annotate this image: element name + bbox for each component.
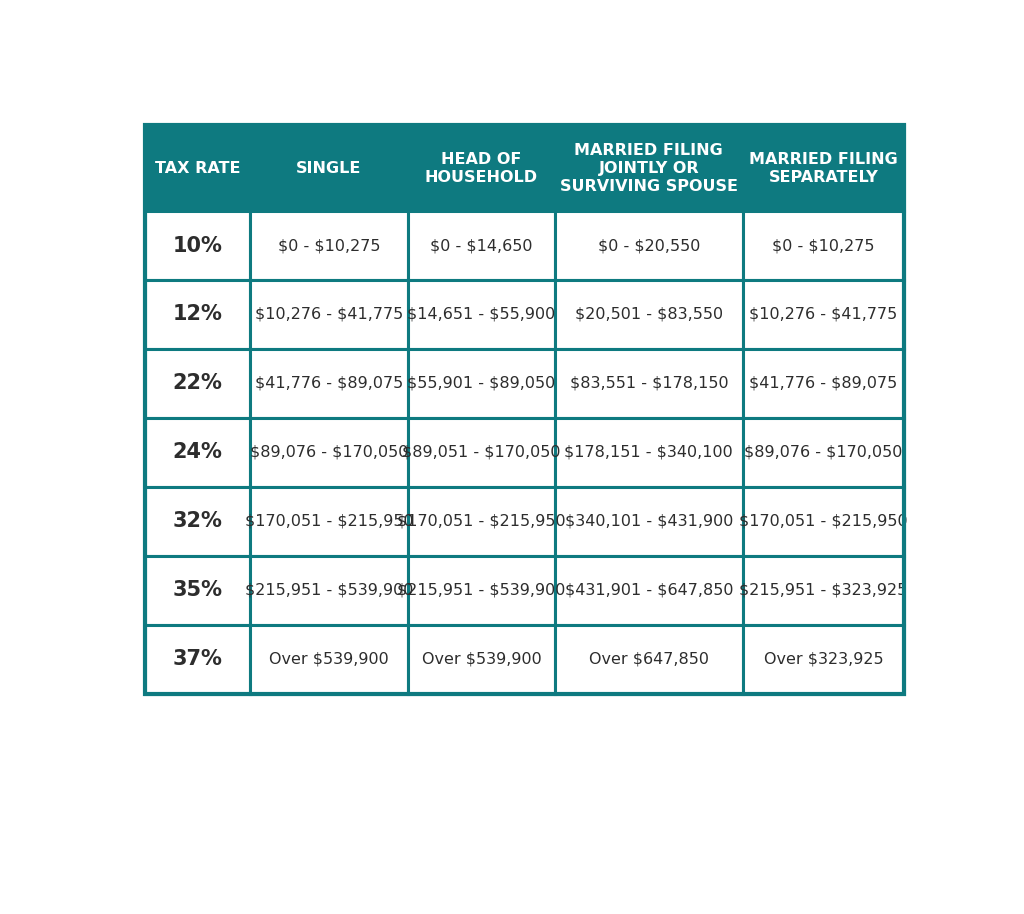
Text: \$10,276 - \$41,775: \$10,276 - \$41,775 bbox=[255, 307, 403, 322]
Text: \$14,651 - \$55,900: \$14,651 - \$55,900 bbox=[408, 307, 556, 322]
Text: \$170,051 - \$215,950: \$170,051 - \$215,950 bbox=[245, 514, 414, 529]
Bar bbox=[555, 125, 742, 211]
Bar bbox=[145, 349, 250, 418]
Text: 12%: 12% bbox=[173, 304, 223, 324]
Text: \$20,501 - \$83,550: \$20,501 - \$83,550 bbox=[574, 307, 723, 322]
Bar bbox=[742, 280, 904, 349]
Bar bbox=[408, 211, 555, 280]
Bar bbox=[145, 625, 250, 694]
Bar bbox=[555, 625, 742, 694]
Text: 35%: 35% bbox=[173, 580, 223, 600]
Text: \$170,051 - \$215,950: \$170,051 - \$215,950 bbox=[397, 514, 566, 529]
Bar bbox=[555, 280, 742, 349]
Bar bbox=[742, 211, 904, 280]
Bar bbox=[145, 556, 250, 625]
Bar bbox=[742, 125, 904, 211]
Bar bbox=[742, 418, 904, 487]
Text: 10%: 10% bbox=[173, 236, 223, 256]
Text: \$215,951 - \$539,900: \$215,951 - \$539,900 bbox=[397, 583, 565, 598]
Text: SINGLE: SINGLE bbox=[296, 161, 361, 175]
Bar bbox=[408, 487, 555, 556]
Bar bbox=[145, 487, 250, 556]
Text: \$0 - \$20,550: \$0 - \$20,550 bbox=[598, 238, 700, 253]
Bar bbox=[408, 625, 555, 694]
Bar bbox=[145, 125, 250, 211]
Bar bbox=[408, 280, 555, 349]
Bar bbox=[145, 211, 250, 280]
Bar bbox=[742, 349, 904, 418]
Text: MARRIED FILING
SEPARATELY: MARRIED FILING SEPARATELY bbox=[749, 152, 898, 185]
Text: \$431,901 - \$647,850: \$431,901 - \$647,850 bbox=[564, 583, 733, 598]
Bar bbox=[408, 556, 555, 625]
Text: 22%: 22% bbox=[173, 374, 223, 393]
Bar bbox=[408, 125, 555, 211]
Text: Over \$647,850: Over \$647,850 bbox=[589, 652, 709, 667]
Bar bbox=[250, 211, 408, 280]
Bar bbox=[250, 280, 408, 349]
Bar bbox=[555, 487, 742, 556]
Text: MARRIED FILING
JOINTLY OR
SURVIVING SPOUSE: MARRIED FILING JOINTLY OR SURVIVING SPOU… bbox=[560, 143, 738, 194]
Text: \$10,276 - \$41,775: \$10,276 - \$41,775 bbox=[750, 307, 897, 322]
Bar bbox=[250, 349, 408, 418]
Text: \$170,051 - \$215,950: \$170,051 - \$215,950 bbox=[739, 514, 907, 529]
Bar bbox=[250, 556, 408, 625]
Text: \$89,051 - \$170,050: \$89,051 - \$170,050 bbox=[402, 445, 561, 460]
Text: HEAD OF
HOUSEHOLD: HEAD OF HOUSEHOLD bbox=[425, 152, 539, 185]
Bar bbox=[408, 349, 555, 418]
Bar bbox=[555, 211, 742, 280]
Text: 37%: 37% bbox=[173, 649, 223, 669]
Text: Over \$539,900: Over \$539,900 bbox=[269, 652, 389, 667]
Bar bbox=[145, 418, 250, 487]
Text: 24%: 24% bbox=[173, 442, 223, 462]
Text: \$0 - \$10,275: \$0 - \$10,275 bbox=[772, 238, 874, 253]
Bar bbox=[250, 487, 408, 556]
Text: \$0 - \$14,650: \$0 - \$14,650 bbox=[430, 238, 532, 253]
Text: 32%: 32% bbox=[173, 512, 223, 531]
Text: Over \$539,900: Over \$539,900 bbox=[422, 652, 542, 667]
Bar bbox=[555, 418, 742, 487]
Text: \$83,551 - \$178,150: \$83,551 - \$178,150 bbox=[569, 376, 728, 391]
Text: \$89,076 - \$170,050: \$89,076 - \$170,050 bbox=[744, 445, 902, 460]
Bar bbox=[742, 625, 904, 694]
Bar bbox=[555, 556, 742, 625]
Bar bbox=[250, 418, 408, 487]
Bar bbox=[145, 280, 250, 349]
Bar bbox=[145, 125, 904, 694]
Text: TAX RATE: TAX RATE bbox=[155, 161, 241, 175]
Text: \$215,951 - \$539,900: \$215,951 - \$539,900 bbox=[245, 583, 414, 598]
Bar bbox=[742, 556, 904, 625]
Bar bbox=[250, 125, 408, 211]
Text: \$0 - \$10,275: \$0 - \$10,275 bbox=[278, 238, 380, 253]
Text: Over \$323,925: Over \$323,925 bbox=[764, 652, 883, 667]
Text: \$89,076 - \$170,050: \$89,076 - \$170,050 bbox=[250, 445, 409, 460]
Text: \$215,951 - \$323,925: \$215,951 - \$323,925 bbox=[739, 583, 907, 598]
Text: \$340,101 - \$431,900: \$340,101 - \$431,900 bbox=[564, 514, 733, 529]
Bar bbox=[408, 418, 555, 487]
Text: \$41,776 - \$89,075: \$41,776 - \$89,075 bbox=[255, 376, 403, 391]
Text: \$41,776 - \$89,075: \$41,776 - \$89,075 bbox=[750, 376, 897, 391]
Bar bbox=[250, 625, 408, 694]
Bar bbox=[742, 487, 904, 556]
Bar bbox=[555, 349, 742, 418]
Text: \$178,151 - \$340,100: \$178,151 - \$340,100 bbox=[564, 445, 733, 460]
Text: \$55,901 - \$89,050: \$55,901 - \$89,050 bbox=[408, 376, 556, 391]
